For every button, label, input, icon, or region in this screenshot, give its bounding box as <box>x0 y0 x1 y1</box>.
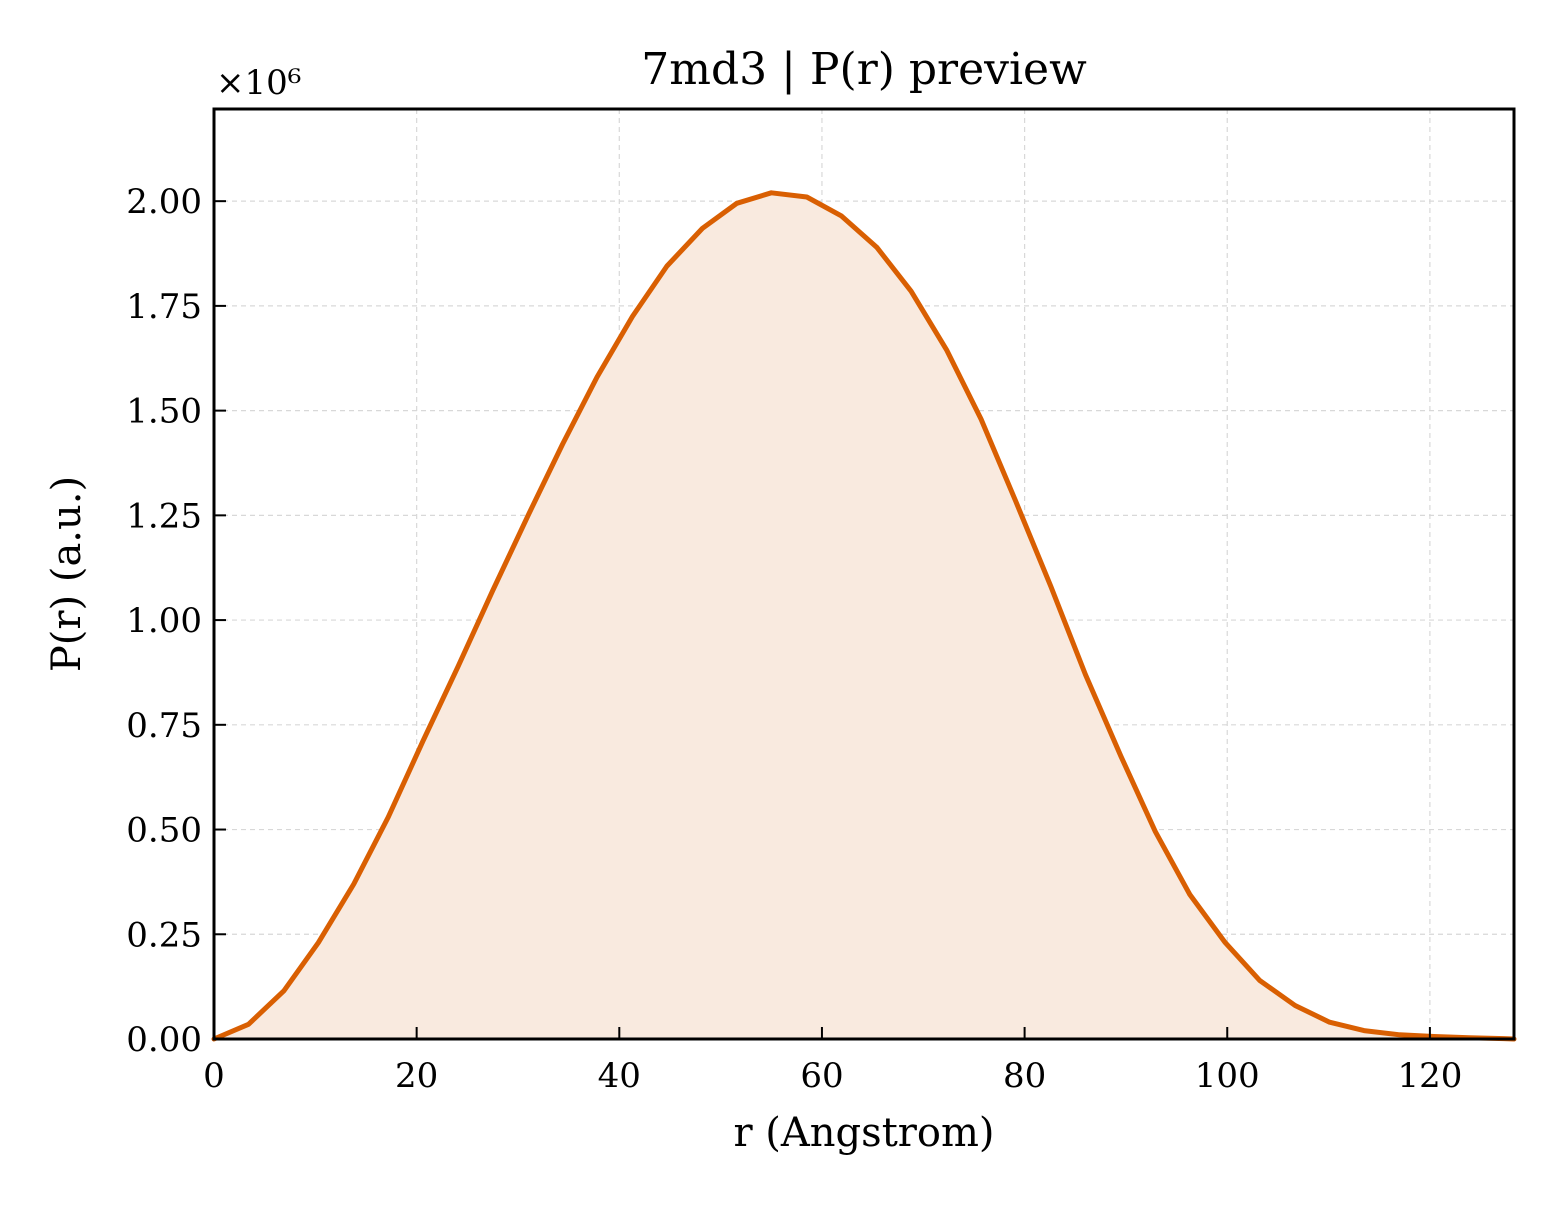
y-axis-title: P(r) (a.u.) <box>44 476 90 672</box>
ticks: 0 20 40 60 80 100 120 0.00 0.25 0.50 0.75 1.00 1.25 1… <box>126 182 1462 1096</box>
x-tick-label: 40 <box>598 1056 641 1096</box>
y-tick-label: 1.75 <box>126 287 202 327</box>
x-tick-label: 20 <box>395 1056 438 1096</box>
plot-frame <box>212 107 1516 1041</box>
x-axis-title: r (Angstrom) <box>733 1110 994 1156</box>
y-tick-label: 0.00 <box>126 1020 202 1060</box>
y-tick-label: 2.00 <box>126 182 202 222</box>
y-tick-label: 1.00 <box>126 601 202 641</box>
line-layer <box>211 190 1517 1042</box>
area-layer <box>214 192 1514 1040</box>
series-line <box>211 190 1517 1042</box>
y-offset-label: ×10⁶ <box>216 63 301 103</box>
x-tick-label: 120 <box>1397 1056 1462 1096</box>
x-tick-label: 100 <box>1195 1056 1260 1096</box>
x-tick-label: 60 <box>800 1056 843 1096</box>
y-tick-label: 1.25 <box>126 496 202 536</box>
chart-title: 7md3 | P(r) preview <box>641 44 1087 95</box>
y-tick-label: 0.25 <box>126 915 202 955</box>
y-tick-label: 0.50 <box>126 811 202 851</box>
series-area-fill <box>214 192 1514 1040</box>
x-tick-label: 80 <box>1003 1056 1046 1096</box>
y-tick-label: 0.75 <box>126 706 202 746</box>
y-tick-label: 1.50 <box>126 392 202 432</box>
x-tick-label: 0 <box>203 1056 225 1096</box>
